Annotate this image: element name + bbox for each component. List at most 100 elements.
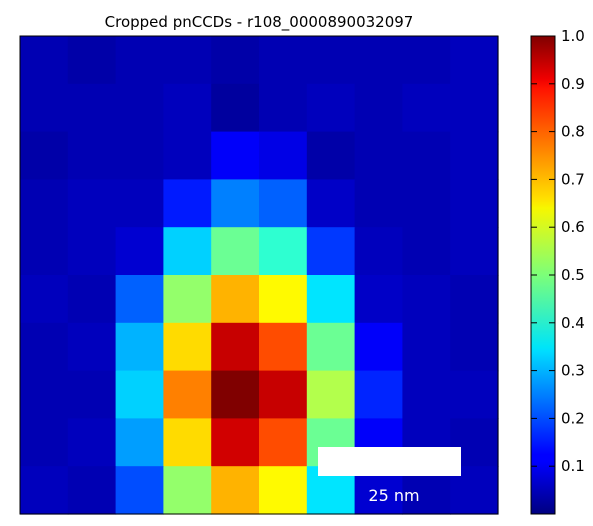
heatmap-cell bbox=[402, 131, 451, 180]
heatmap-cell bbox=[450, 275, 499, 324]
colorbar-tick-label: 0.6 bbox=[561, 218, 585, 236]
heatmap-cell bbox=[211, 179, 260, 228]
heatmap-cell bbox=[115, 227, 164, 276]
heatmap-cell bbox=[259, 418, 308, 467]
heatmap-cell bbox=[211, 36, 260, 85]
heatmap-cell bbox=[163, 322, 212, 372]
heatmap-cell bbox=[354, 83, 403, 133]
heatmap-cell bbox=[67, 36, 117, 85]
heatmap-cell bbox=[259, 322, 308, 372]
heatmap-cell bbox=[211, 131, 260, 180]
heatmap-cell bbox=[67, 227, 117, 276]
colorbar-tick-label: 0.7 bbox=[561, 170, 585, 188]
heatmap-cell bbox=[163, 466, 212, 515]
heatmap-cell bbox=[163, 275, 212, 324]
heatmap-cell bbox=[115, 418, 164, 467]
chart-title: Cropped pnCCDs - r108_0000890032097 bbox=[104, 13, 414, 31]
heatmap-cell bbox=[402, 227, 451, 276]
heatmap-cell bbox=[354, 131, 403, 180]
heatmap-frame bbox=[19, 35, 499, 515]
heatmap-cell bbox=[306, 322, 356, 372]
heatmap-cell bbox=[354, 36, 403, 85]
heatmap-cell bbox=[211, 275, 260, 324]
heatmap-cell bbox=[163, 83, 212, 133]
heatmap-cell bbox=[211, 227, 260, 276]
heatmap-cell bbox=[67, 418, 117, 467]
heatmap-cell bbox=[163, 370, 212, 419]
scale-bar bbox=[318, 447, 461, 476]
heatmap-cell bbox=[259, 227, 308, 276]
heatmap-cell bbox=[20, 36, 69, 85]
heatmap-cell bbox=[20, 466, 69, 515]
heatmap-cell bbox=[20, 179, 69, 228]
heatmap-cell bbox=[259, 36, 308, 85]
heatmap-cell bbox=[20, 227, 69, 276]
heatmap-cell bbox=[211, 418, 260, 467]
heatmap-cell bbox=[67, 466, 117, 515]
heatmap-cell bbox=[450, 131, 499, 180]
heatmap-cell bbox=[306, 275, 356, 324]
heatmap-cell bbox=[67, 370, 117, 419]
heatmap-cell bbox=[450, 83, 499, 133]
heatmap-cell bbox=[115, 131, 164, 180]
heatmap-cell bbox=[211, 466, 260, 515]
heatmap-cell bbox=[306, 370, 356, 419]
heatmap-cell bbox=[354, 179, 403, 228]
heatmap-cell bbox=[259, 275, 308, 324]
heatmap-cell bbox=[450, 322, 499, 372]
colorbar-ticks: 0.1 0.2 0.3 0.4 0.5 0.6 0.7 0.8 0.9 1.0 bbox=[531, 27, 585, 475]
colorbar-tick-label: 0.1 bbox=[561, 457, 585, 475]
heatmap-cell bbox=[67, 275, 117, 324]
heatmap-cell bbox=[115, 36, 164, 85]
heatmap-cell bbox=[20, 370, 69, 419]
heatmap-cell bbox=[354, 370, 403, 419]
heatmap-cell bbox=[306, 83, 356, 133]
heatmap-cell bbox=[402, 179, 451, 228]
heatmap-cell bbox=[306, 227, 356, 276]
heatmap-cell bbox=[115, 83, 164, 133]
heatmap-cell bbox=[20, 131, 69, 180]
heatmap-cell bbox=[20, 275, 69, 324]
heatmap-cell bbox=[20, 83, 69, 133]
heatmap-cells bbox=[20, 36, 499, 515]
colorbar-tick-label: 0.5 bbox=[561, 266, 585, 284]
colorbar-tick-label: 0.4 bbox=[561, 314, 585, 332]
colorbar-tick-label: 0.2 bbox=[561, 409, 585, 427]
heatmap-cell bbox=[402, 370, 451, 419]
heatmap-cell bbox=[354, 227, 403, 276]
colorbar-tick-label: 1.0 bbox=[561, 27, 585, 45]
heatmap-cell bbox=[402, 83, 451, 133]
heatmap-cell bbox=[115, 466, 164, 515]
heatmap-cell bbox=[115, 179, 164, 228]
heatmap-cell bbox=[259, 370, 308, 419]
heatmap-cell bbox=[259, 83, 308, 133]
heatmap-cell bbox=[67, 322, 117, 372]
heatmap-cell bbox=[450, 179, 499, 228]
heatmap-cell bbox=[402, 36, 451, 85]
heatmap-cell bbox=[259, 131, 308, 180]
heatmap-cell bbox=[306, 131, 356, 180]
heatmap-cell bbox=[115, 275, 164, 324]
heatmap-cell bbox=[402, 322, 451, 372]
heatmap-cell bbox=[163, 418, 212, 467]
heatmap-cell bbox=[259, 179, 308, 228]
heatmap-cell bbox=[67, 131, 117, 180]
heatmap-cell bbox=[20, 418, 69, 467]
colorbar-tick-label: 0.8 bbox=[561, 123, 585, 141]
scale-bar-label: 25 nm bbox=[368, 486, 419, 505]
heatmap-cell bbox=[354, 275, 403, 324]
heatmap-cell bbox=[115, 370, 164, 419]
heatmap-cell bbox=[354, 322, 403, 372]
heatmap-cell bbox=[259, 466, 308, 515]
heatmap-cell bbox=[20, 322, 69, 372]
heatmap-cell bbox=[67, 179, 117, 228]
heatmap-cell bbox=[450, 227, 499, 276]
heatmap-cell bbox=[450, 36, 499, 85]
heatmap-cell bbox=[163, 131, 212, 180]
heatmap-cell bbox=[163, 227, 212, 276]
heatmap-cell bbox=[67, 83, 117, 133]
heatmap-cell bbox=[163, 179, 212, 228]
heatmap-cell bbox=[211, 83, 260, 133]
colorbar-tick-label: 0.3 bbox=[561, 362, 585, 380]
